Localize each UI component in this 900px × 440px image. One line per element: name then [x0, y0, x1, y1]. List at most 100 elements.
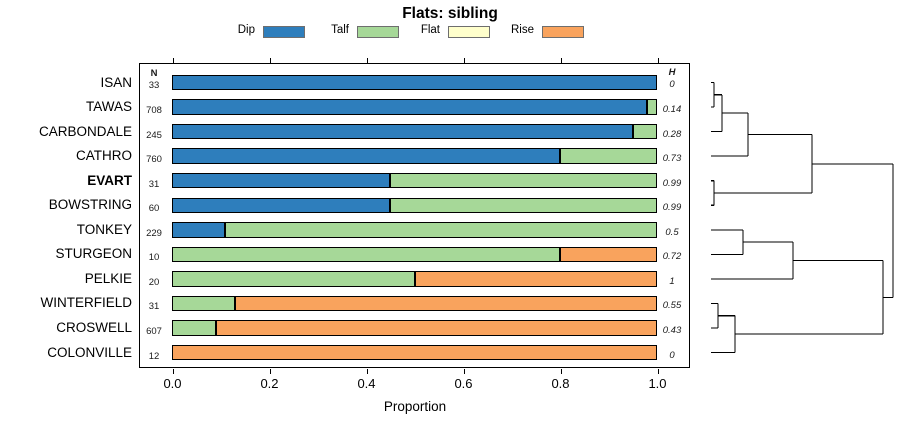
- h-value: 0.73: [662, 153, 682, 165]
- x-axis-tick: [269, 57, 271, 63]
- row-label: CARBONDALE: [38, 123, 132, 139]
- bar-row: [172, 99, 658, 115]
- bar-segment-talf: [172, 246, 560, 263]
- legend-swatch-talf: [357, 26, 399, 38]
- bar-segment-talf: [560, 148, 657, 164]
- x-axis-tick: [366, 57, 368, 63]
- bar-segment-talf: [390, 172, 657, 189]
- x-axis-tick: [463, 368, 465, 374]
- h-value: 0.14: [662, 104, 682, 116]
- x-axis-tick: [657, 368, 659, 374]
- row-label: STURGEON: [55, 246, 132, 262]
- bar-segment-dip: [172, 99, 648, 115]
- bar-segment-dip: [172, 172, 391, 189]
- h-value: 0.72: [662, 251, 682, 263]
- bar-segment-dip: [172, 222, 226, 238]
- h-value: 0: [669, 349, 675, 361]
- bar-row: [172, 197, 658, 213]
- x-tick-label: 0.0: [163, 376, 182, 391]
- x-tick-label: 0.6: [454, 376, 473, 391]
- x-axis-label: Proportion: [383, 399, 447, 414]
- x-axis-tick: [560, 368, 562, 374]
- x-axis-tick: [463, 57, 465, 63]
- bar-segment-talf: [390, 197, 657, 213]
- x-tick-label: 0.2: [260, 376, 279, 391]
- bar-segment-rise: [414, 271, 657, 287]
- x-axis-tick: [560, 57, 562, 63]
- bar-segment-talf: [172, 295, 236, 312]
- bar-segment-dip: [172, 197, 391, 213]
- n-value: 31: [148, 178, 160, 190]
- bar-row: [172, 222, 658, 238]
- n-value: 33: [148, 80, 160, 91]
- h-value: 0.5: [665, 226, 679, 238]
- n-value: 607: [146, 326, 162, 337]
- row-label: PELKIE: [84, 270, 132, 286]
- h-value: 0.43: [662, 325, 682, 336]
- row-label: CROSWELL: [56, 320, 132, 335]
- n-value: 60: [148, 203, 160, 215]
- n-value: 31: [148, 301, 160, 313]
- x-tick-label: 0.4: [357, 376, 376, 391]
- bar-segment-rise: [235, 295, 657, 312]
- bar-segment-rise: [215, 320, 657, 336]
- plot-area: [139, 63, 690, 368]
- row-label: CATHRO: [76, 148, 132, 164]
- n-value: 12: [148, 350, 160, 362]
- bar-row: [172, 295, 658, 312]
- bar-row: [172, 271, 658, 287]
- x-axis-tick: [366, 368, 368, 374]
- bar-row: [172, 74, 658, 91]
- bar-segment-talf: [647, 99, 657, 115]
- legend-swatch-rise: [542, 26, 584, 38]
- row-label: COLONVILLE: [47, 344, 132, 360]
- x-tick-label: 1.0: [648, 376, 667, 391]
- legend-label-rise: Rise: [510, 24, 534, 36]
- x-axis-tick: [172, 368, 174, 374]
- row-label: ISAN: [100, 74, 132, 90]
- x-axis-tick: [172, 57, 174, 63]
- bar-row: [172, 172, 658, 189]
- n-value: 20: [148, 276, 160, 288]
- row-label: BOWSTRING: [48, 197, 132, 213]
- bar-segment-dip: [172, 74, 657, 91]
- n-value: 708: [146, 105, 162, 117]
- bar-row: [172, 246, 658, 263]
- bar-segment-rise: [560, 246, 657, 263]
- bar-row: [172, 123, 658, 140]
- x-axis-tick: [269, 368, 271, 374]
- bar-segment-talf: [225, 222, 657, 238]
- bar-row: [172, 320, 658, 336]
- h-value: 1: [669, 275, 675, 287]
- legend-label-talf: Talf: [331, 24, 349, 36]
- row-label: EVART: [87, 172, 132, 188]
- bar-segment-talf: [172, 271, 415, 287]
- bar-segment-talf: [632, 123, 657, 140]
- chart-title: Flats: sibling: [402, 5, 498, 22]
- row-label: WINTERFIELD: [40, 295, 132, 311]
- h-value: 0.55: [662, 300, 682, 312]
- bar-segment-talf: [172, 320, 216, 336]
- n-value: 245: [146, 129, 162, 141]
- legend-label-flat: Flat: [420, 24, 440, 36]
- row-label: TAWAS: [86, 99, 132, 115]
- legend-swatch-dip: [263, 26, 305, 38]
- x-axis-tick: [657, 57, 659, 63]
- n-value: 10: [148, 252, 160, 264]
- bar-segment-dip: [172, 148, 560, 164]
- bar-row: [172, 148, 658, 164]
- x-tick-label: 0.8: [551, 376, 570, 391]
- legend-swatch-flat: [448, 26, 490, 38]
- h-value: 0.28: [662, 128, 682, 140]
- row-label: TONKEY: [76, 221, 132, 237]
- h-value: 0.99: [662, 177, 682, 189]
- n-value: 229: [146, 227, 162, 239]
- n-value: 760: [146, 154, 162, 166]
- bar-segment-dip: [172, 123, 633, 140]
- h-column-header: H: [668, 67, 676, 78]
- n-column-header: N: [150, 68, 158, 79]
- h-value: 0.99: [662, 202, 682, 214]
- bar-row: [172, 344, 658, 361]
- legend-label-dip: Dip: [237, 24, 255, 36]
